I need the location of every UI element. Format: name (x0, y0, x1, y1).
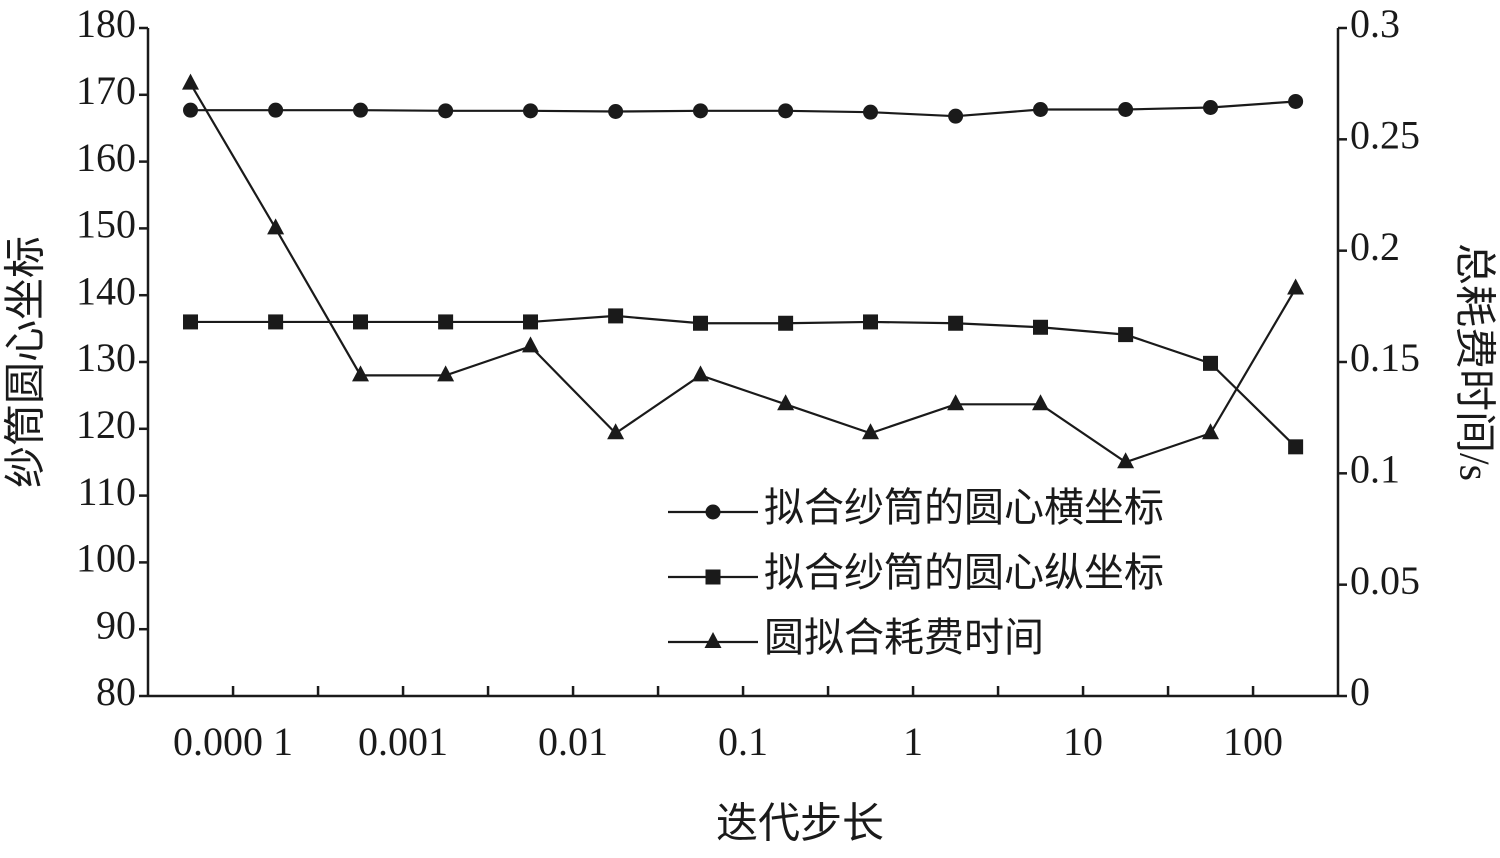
legend-marker (704, 632, 722, 648)
marker (438, 103, 454, 119)
series-line (190, 100, 1296, 118)
marker (353, 314, 369, 330)
y2-axis-title: 总耗费时间/s (1450, 243, 1496, 481)
marker (1288, 93, 1304, 109)
y-tick-label: 80 (96, 669, 136, 714)
marker (523, 314, 539, 330)
y-tick-label: 100 (76, 536, 136, 581)
y2-tick-label: 0.05 (1350, 558, 1420, 603)
marker (1203, 99, 1219, 115)
marker (1033, 101, 1049, 117)
marker (1117, 452, 1135, 469)
series-line (189, 83, 1297, 464)
marker (1287, 278, 1305, 295)
marker (862, 423, 880, 440)
marker (438, 314, 454, 330)
x-tick-label: 1 (903, 719, 923, 764)
x-tick-label: 0.01 (538, 719, 608, 764)
marker (693, 315, 709, 331)
marker (778, 315, 794, 331)
marker (608, 308, 624, 324)
y2-tick-label: 0.25 (1350, 113, 1420, 158)
marker (352, 365, 370, 382)
marker (1203, 355, 1219, 371)
marker (183, 102, 199, 118)
legend-marker (705, 504, 721, 520)
marker (947, 394, 965, 411)
series-line (190, 314, 1297, 448)
marker (1202, 423, 1220, 440)
marker (268, 102, 284, 118)
y2-tick-label: 0.3 (1350, 1, 1400, 46)
y-axis-title: 纱筒圆心坐标 (4, 236, 50, 488)
marker (267, 218, 285, 235)
marker (523, 103, 539, 119)
marker (522, 336, 540, 353)
x-tick-label: 0.001 (358, 719, 448, 764)
marker (948, 108, 964, 124)
marker (607, 423, 625, 440)
y-tick-label: 130 (76, 335, 136, 380)
y-tick-label: 110 (77, 469, 136, 514)
x-tick-label: 100 (1223, 719, 1283, 764)
marker (693, 103, 709, 119)
marker (777, 394, 795, 411)
legend-label: 拟合纱筒的圆心纵坐标 (764, 550, 1164, 595)
y-tick-label: 180 (76, 1, 136, 46)
legend-label: 圆拟合耗费时间 (764, 615, 1044, 660)
marker (183, 314, 199, 330)
x-tick-label: 0.1 (718, 719, 768, 764)
y-tick-label: 120 (76, 402, 136, 447)
x-tick-label: 10 (1063, 719, 1103, 764)
y2-tick-label: 0 (1350, 669, 1370, 714)
marker (1032, 394, 1050, 411)
marker (863, 314, 879, 330)
marker (1033, 319, 1049, 335)
marker (437, 365, 455, 382)
y-tick-label: 150 (76, 202, 136, 247)
marker (608, 104, 624, 119)
marker (778, 103, 794, 119)
marker (1118, 101, 1134, 117)
y-tick-label: 160 (76, 135, 136, 180)
marker (182, 73, 200, 90)
x-tick-label: 0.000 1 (173, 719, 293, 764)
marker (353, 102, 369, 118)
marker (863, 104, 879, 120)
marker (1118, 327, 1134, 343)
marker (692, 365, 710, 382)
legend-marker (705, 569, 721, 585)
y2-tick-label: 0.1 (1350, 447, 1400, 492)
marker (268, 314, 284, 330)
x-axis-title: 迭代步长 (716, 802, 884, 848)
y-tick-label: 170 (76, 68, 136, 113)
y2-tick-label: 0.2 (1350, 224, 1400, 269)
legend-label: 拟合纱筒的圆心横坐标 (764, 485, 1164, 530)
marker (1288, 439, 1304, 455)
y-tick-label: 140 (76, 268, 136, 313)
marker (948, 315, 964, 331)
y2-tick-label: 0.15 (1350, 335, 1420, 380)
y-tick-label: 90 (96, 602, 136, 647)
